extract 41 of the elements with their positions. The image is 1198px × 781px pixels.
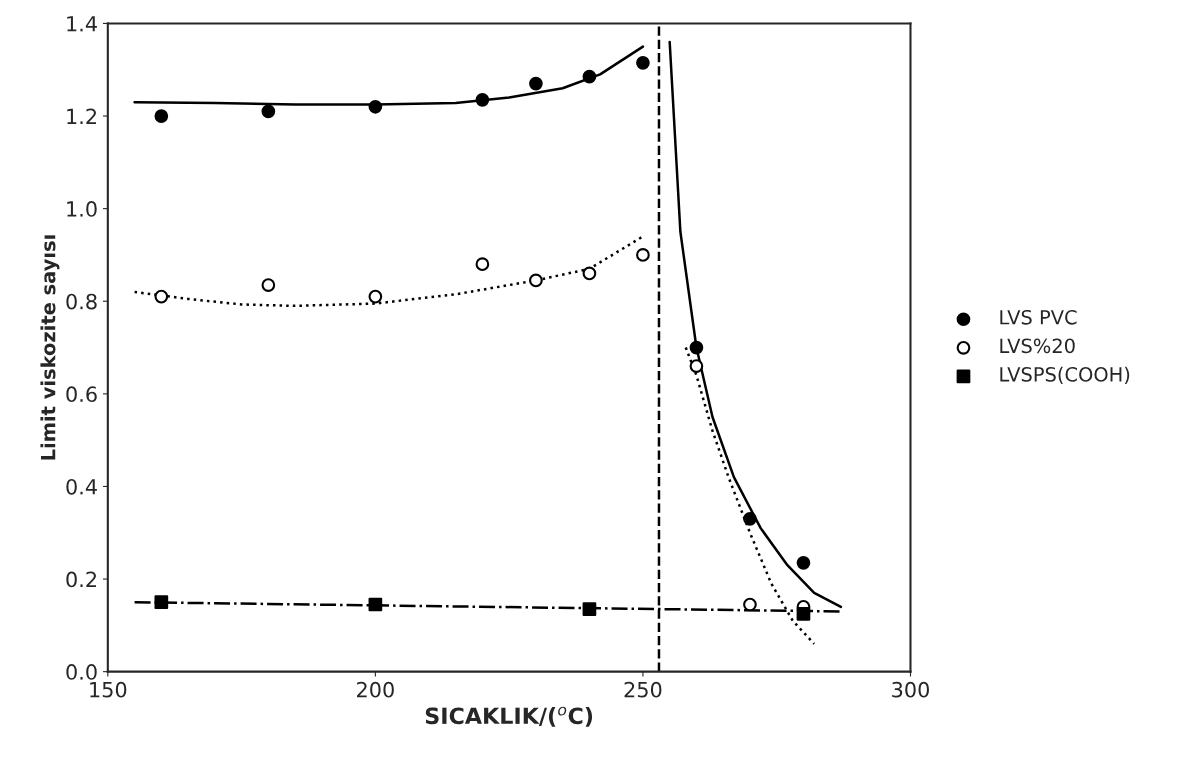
- point: [529, 273, 543, 288]
- point: [529, 76, 543, 91]
- y-tick-label: 1.0: [67, 201, 97, 217]
- point: [743, 597, 757, 612]
- point: [636, 55, 650, 70]
- point: [368, 597, 383, 612]
- point: [796, 556, 811, 570]
- y-tick-label: 0.8: [66, 293, 97, 310]
- point: [582, 266, 597, 281]
- point: [154, 289, 169, 304]
- y-tick-label: 0.0: [66, 664, 97, 680]
- legend-label: LVS%20: [1000, 338, 1075, 354]
- legend-label: LVS PVC: [1000, 309, 1077, 325]
- x-tick-label: 200: [357, 681, 394, 698]
- y-tick-label: 0.4: [66, 478, 97, 495]
- y-tick-label: 0.2: [66, 571, 97, 588]
- x-tick-label: 150: [90, 681, 127, 698]
- point: [475, 92, 490, 107]
- y-tick-label: 0.6: [66, 386, 97, 403]
- legend-label: LVSPS(COOH): [1000, 366, 1130, 385]
- line-series: [133, 235, 645, 308]
- x-axis-title: SICAKLIK/($^{o}$C): [425, 706, 593, 727]
- point: [475, 257, 490, 272]
- y-tick-label: 1.4: [67, 16, 97, 32]
- point: [636, 248, 650, 262]
- x-tick-label: 300: [892, 681, 929, 698]
- y-axis-title: Limit viskozite sayısı: [40, 235, 60, 460]
- point: [261, 104, 276, 119]
- point: [689, 359, 704, 373]
- point: [582, 602, 597, 616]
- point: [689, 340, 704, 355]
- x-tick-label: 250: [624, 681, 662, 698]
- point: [154, 109, 169, 123]
- point: [743, 512, 757, 526]
- point: [261, 278, 276, 292]
- point: [368, 289, 383, 304]
- point: [368, 99, 383, 114]
- point: [582, 69, 597, 84]
- point: [154, 595, 169, 610]
- point: [796, 606, 811, 621]
- y-tick-label: 1.2: [67, 108, 97, 124]
